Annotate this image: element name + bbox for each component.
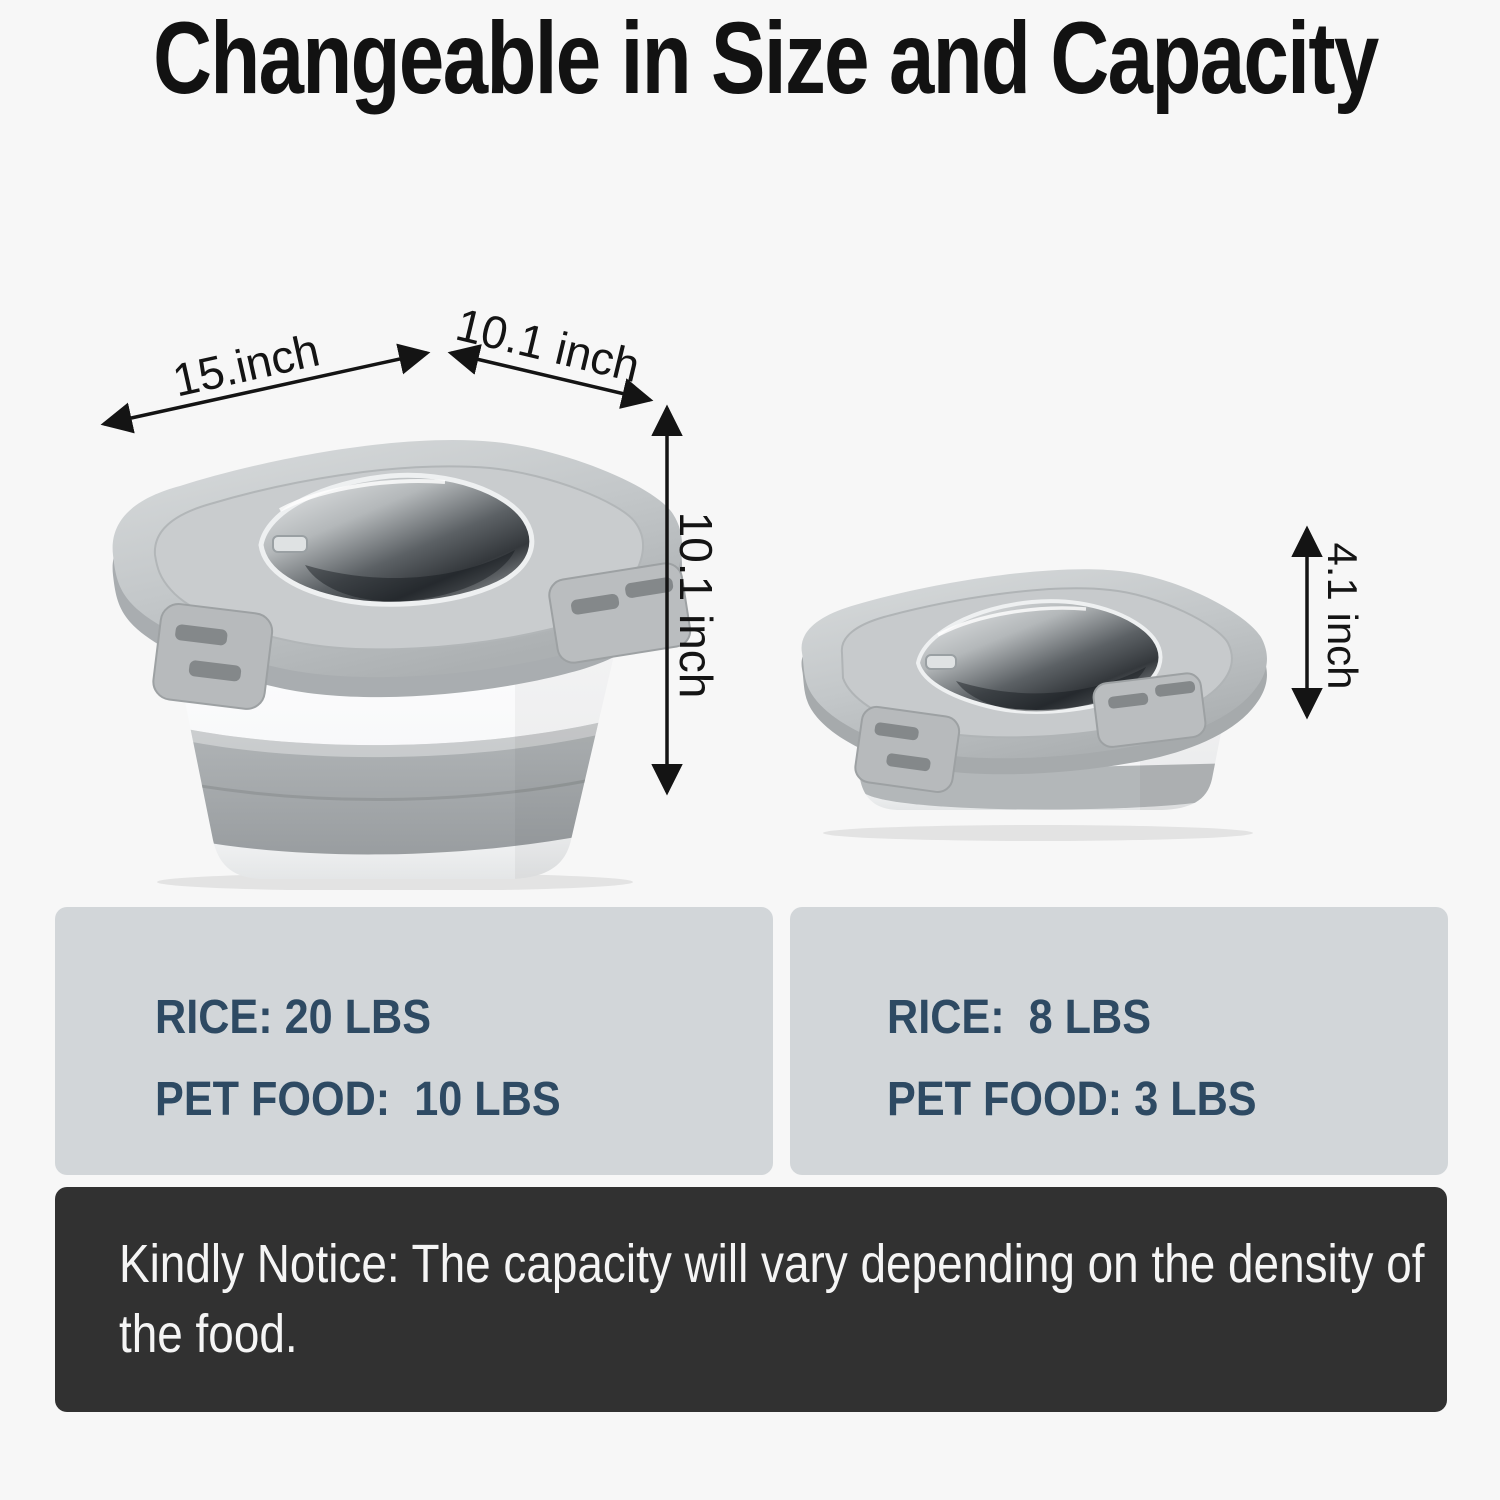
dimension-arrows xyxy=(100,343,1323,796)
capacity-line-petfood-small: PET FOOD: 3 LBS xyxy=(887,1073,1257,1126)
dimension-label-height-large: 10.1 inch xyxy=(670,511,722,699)
capacity-line-rice-small: RICE: 8 LBS xyxy=(887,991,1152,1044)
capacity-line-petfood-large: PET FOOD: 10 LBS xyxy=(155,1073,561,1126)
capacity-card-small: RICE: 8 LBS PET FOOD: 3 LBS xyxy=(790,907,1448,1175)
depth-arrow-large xyxy=(447,344,654,409)
large-lid-window xyxy=(258,472,535,607)
small-shadow xyxy=(823,825,1253,841)
page-title: Changeable in Size and Capacity xyxy=(153,1,1379,115)
capacity-line-rice-large: RICE: 20 LBS xyxy=(155,991,432,1044)
notice-text: Kindly Notice: The capacity will vary de… xyxy=(119,1234,1425,1364)
expanded-container-photo xyxy=(112,440,692,890)
small-latch-left xyxy=(854,705,961,793)
large-bellows xyxy=(173,708,619,855)
large-body xyxy=(173,634,619,879)
dimension-label-height-small: 4.1 inch xyxy=(1319,542,1366,690)
small-window-clip xyxy=(925,654,957,670)
capacity-card-large: RICE: 20 LBS PET FOOD: 10 LBS xyxy=(55,907,773,1175)
large-latch-left xyxy=(152,603,274,710)
notice-bar: Kindly Notice: The capacity will vary de… xyxy=(55,1187,1447,1412)
large-window-clip xyxy=(272,535,308,553)
capacity-card-large-lines: RICE: 20 LBS PET FOOD: 10 LBS xyxy=(155,977,606,1141)
collapsed-container-photo xyxy=(801,569,1267,841)
small-latch-right xyxy=(1092,672,1207,748)
width-arrow-large xyxy=(100,343,431,434)
page-title-wrap: Changeable in Size and Capacity xyxy=(0,0,1500,117)
capacity-card-small-lines: RICE: 8 LBS PET FOOD: 3 LBS xyxy=(887,977,1298,1141)
